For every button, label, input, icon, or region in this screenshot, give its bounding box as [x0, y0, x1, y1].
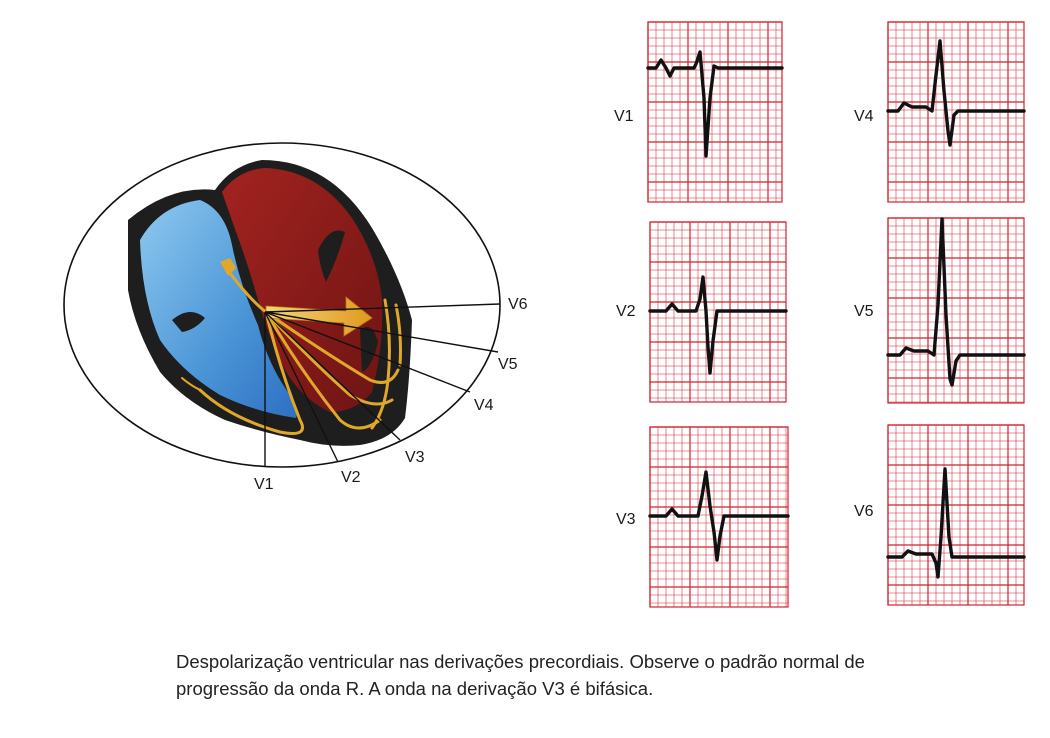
ecg-panel-v1: V1 [614, 21, 784, 203]
ecg-panel-v2: V2 [616, 221, 788, 403]
ecg-panel-v5: V5 [854, 217, 1026, 404]
heart-lead-label-v5: V5 [498, 356, 518, 373]
heart-lead-label-v2: V2 [341, 469, 361, 486]
ecg-grid [647, 21, 783, 203]
ecg-label: V5 [854, 303, 874, 320]
left-ventricle [222, 168, 383, 412]
ecg-panel-v3: V3 [616, 426, 790, 608]
lv-fold-upper [318, 230, 345, 282]
ecg-panel-v4: V4 [854, 21, 1026, 203]
figure-caption: Despolarização ventricular nas derivaçõe… [176, 648, 1036, 702]
ecg-panels: V1 V2 V3 V4 V5 V6 [614, 21, 1026, 608]
ecg-label: V2 [616, 303, 636, 320]
chest-outline [63, 142, 501, 468]
conduction-system [181, 266, 402, 435]
heart-lead-label-v3: V3 [405, 449, 425, 466]
ecg-trace [886, 467, 1026, 579]
ecg-trace [648, 470, 790, 562]
caption-line-1: Despolarização ventricular nas derivaçõe… [176, 651, 865, 672]
heart-lead-label-v4: V4 [474, 397, 494, 414]
ecg-label: V3 [616, 511, 636, 528]
ecg-label: V6 [854, 503, 874, 520]
rv-fold [172, 311, 205, 332]
ecg-grid [887, 424, 1025, 606]
heart-lead-label-v1: V1 [254, 476, 274, 493]
caption-line-2: progressão da onda R. A onda na derivaçã… [176, 678, 654, 699]
heart-illustration: V1 V2 V3 V4 V5 V6 [63, 142, 528, 493]
av-node [220, 258, 236, 276]
ecg-trace [646, 50, 784, 158]
ecg-panel-v6: V6 [854, 424, 1026, 606]
ecg-label: V1 [614, 108, 634, 125]
heart-lead-labels: V1 V2 V3 V4 V5 V6 [254, 296, 528, 493]
ecg-trace [886, 217, 1026, 387]
ecg-trace [648, 275, 788, 375]
right-ventricle [140, 200, 298, 418]
ecg-grid [887, 217, 1025, 404]
ecg-trace [886, 39, 1026, 147]
lead-lines [264, 303, 501, 466]
lv-fold-lower [360, 326, 378, 372]
ecg-label: V4 [854, 108, 874, 125]
heart-lead-label-v6: V6 [508, 296, 528, 313]
